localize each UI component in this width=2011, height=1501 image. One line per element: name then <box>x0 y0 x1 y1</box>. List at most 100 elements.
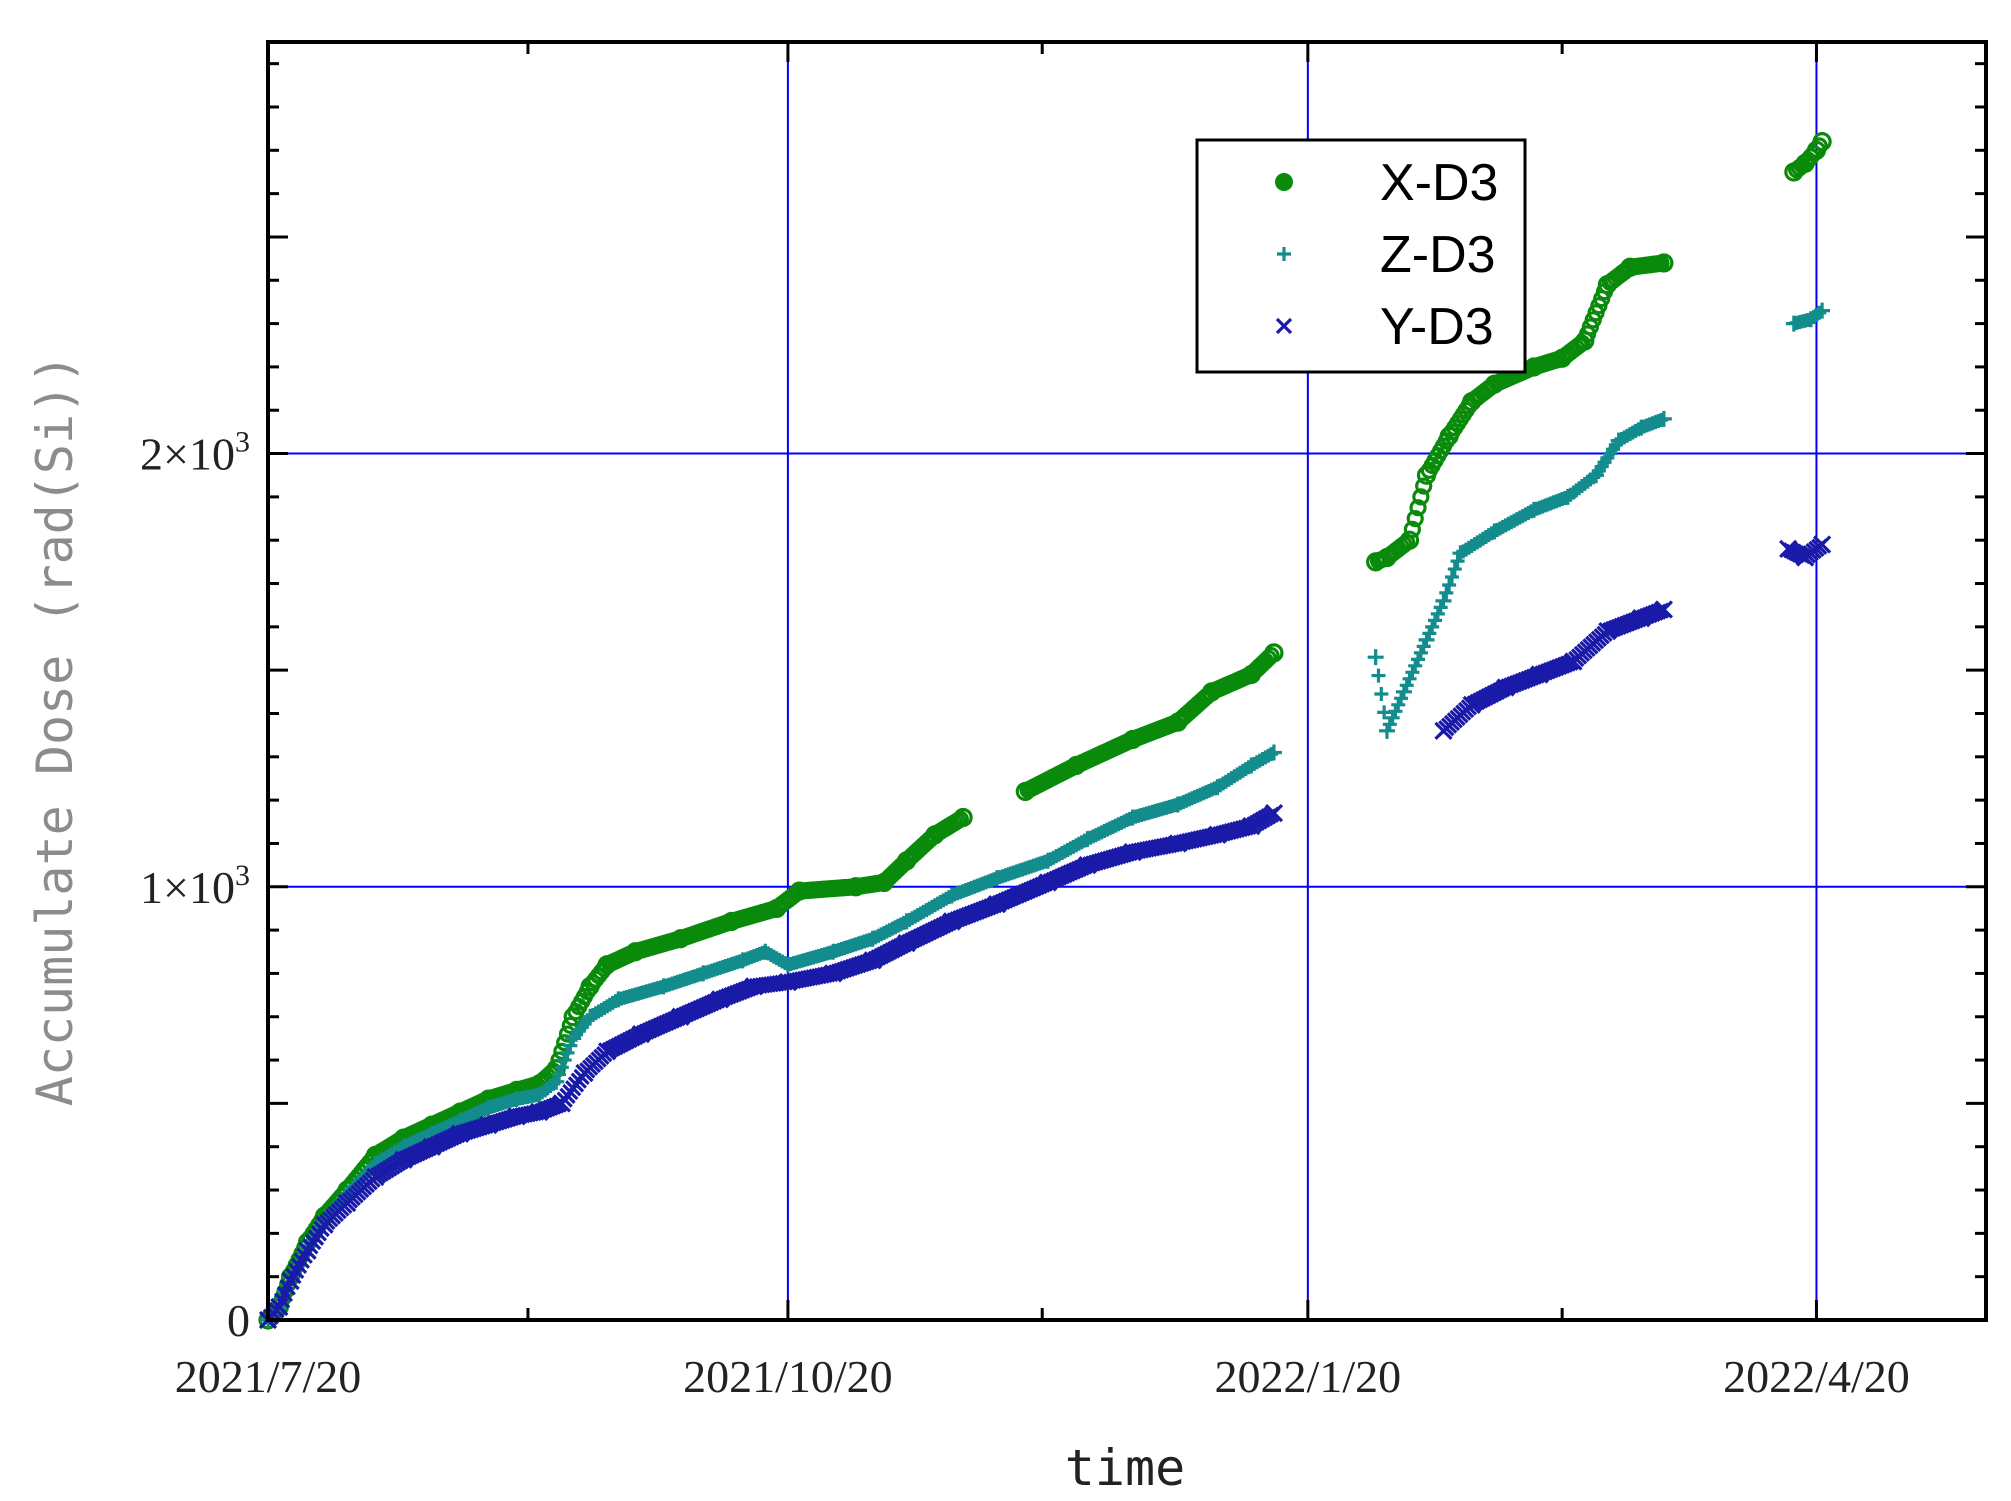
data-point <box>695 965 712 982</box>
data-point <box>789 881 809 901</box>
legend-box <box>1195 138 1527 374</box>
legend-item: Z-D3 <box>1277 226 1496 284</box>
series-point <box>1259 649 1277 667</box>
legend-label: Y-D3 <box>1380 298 1494 356</box>
data-point <box>671 1007 690 1026</box>
data-point <box>531 1086 548 1103</box>
data-point <box>1564 652 1583 671</box>
data-point <box>734 952 751 969</box>
data-point <box>1399 530 1420 550</box>
data-point <box>1484 374 1504 394</box>
data-point <box>575 1063 594 1083</box>
axis-ticks <box>266 42 1988 1320</box>
data-point <box>1496 678 1515 697</box>
data-point <box>1168 834 1187 853</box>
data-point <box>1039 852 1056 869</box>
data-point <box>925 825 945 845</box>
series-Y-D3 <box>258 535 1832 1330</box>
data-point <box>1785 315 1802 332</box>
data-point <box>1812 132 1832 152</box>
data-point <box>1802 311 1819 328</box>
legend-marker <box>1275 173 1293 191</box>
series-point <box>554 1060 569 1075</box>
data-point <box>1462 391 1482 412</box>
data-point <box>655 978 672 995</box>
grid-lines <box>268 42 1986 1320</box>
series-point <box>1428 613 1442 628</box>
series-point <box>1812 305 1827 320</box>
data-point <box>757 943 774 960</box>
legend-label: X-D3 <box>1380 154 1498 212</box>
data-point <box>1654 253 1674 273</box>
data-point <box>1812 535 1832 554</box>
series-point <box>1388 704 1403 719</box>
legend: X-D3 Z-D3 Y-D3 <box>1195 138 1527 374</box>
series-point <box>1409 499 1427 517</box>
series-point <box>1264 747 1279 762</box>
data-point <box>1559 488 1576 505</box>
data-point <box>1525 501 1542 518</box>
data-point <box>1015 781 1035 802</box>
x-tick-label: 2021/10/20 <box>683 1351 893 1402</box>
data-point <box>953 807 973 828</box>
data-point <box>824 964 843 983</box>
data-point <box>1264 643 1284 663</box>
series-point <box>1422 626 1437 641</box>
data-point <box>1588 467 1605 484</box>
data-point <box>1575 331 1595 351</box>
series-point <box>1262 646 1280 665</box>
data-point <box>1079 831 1096 848</box>
series-point <box>546 1076 561 1091</box>
data-point <box>744 977 764 996</box>
data-point <box>779 956 796 973</box>
data-point <box>1486 523 1503 540</box>
data-point <box>1242 816 1261 836</box>
data-point <box>943 887 960 904</box>
data-point <box>270 1297 289 1317</box>
data-point <box>1066 755 1086 776</box>
data-point <box>898 913 915 930</box>
data-points <box>258 132 1832 1330</box>
series-point <box>560 1045 575 1060</box>
data-point <box>1124 809 1141 826</box>
series-point <box>1411 652 1426 667</box>
data-point <box>1243 757 1260 774</box>
data-point <box>631 1024 651 1044</box>
data-point <box>670 929 691 949</box>
data-point <box>1462 695 1481 714</box>
x-tick-label: 2022/1/20 <box>1215 1351 1402 1402</box>
data-point <box>366 1167 385 1187</box>
data-point <box>1418 631 1435 648</box>
series-point <box>1402 671 1417 686</box>
data-point <box>1779 539 1798 558</box>
series-X-D3 <box>258 132 1832 1330</box>
data-point <box>1377 547 1397 568</box>
series-point <box>1447 562 1462 577</box>
tick-labels: 2021/7/20 2021/10/20 2022/1/20 2022/4/20 0 1×… <box>140 426 1910 1402</box>
data-point <box>1610 432 1627 449</box>
data-point <box>625 942 645 962</box>
data-point <box>1654 600 1674 619</box>
series-point <box>1374 686 1389 701</box>
data-point <box>610 991 627 1008</box>
data-point <box>479 1115 498 1135</box>
data-point <box>1439 426 1459 446</box>
data-point <box>548 1073 565 1090</box>
data-point <box>1378 722 1395 739</box>
legend-label: Z-D3 <box>1380 226 1496 284</box>
data-point <box>530 1102 549 1122</box>
series-point <box>1433 600 1448 615</box>
data-point <box>778 972 798 992</box>
data-point <box>394 1150 413 1169</box>
data-point <box>987 894 1007 914</box>
series-point <box>1403 520 1421 538</box>
data-point <box>582 1008 599 1025</box>
data-point <box>1078 855 1097 875</box>
series-point <box>1371 668 1386 683</box>
data-point <box>1208 825 1227 844</box>
data-point <box>1435 592 1452 609</box>
data-point <box>1209 779 1226 796</box>
data-point <box>507 1107 526 1126</box>
data-point <box>1366 552 1386 572</box>
series-point <box>1442 577 1457 592</box>
